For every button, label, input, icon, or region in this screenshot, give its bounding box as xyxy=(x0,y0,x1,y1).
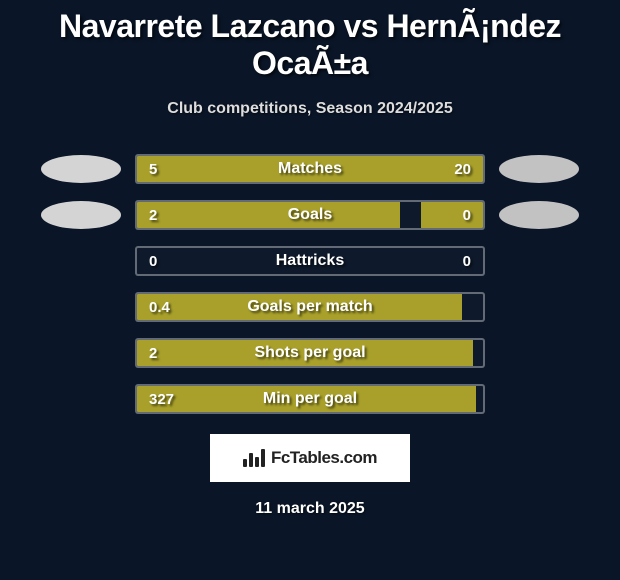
stat-row: 20Goals xyxy=(0,192,620,238)
stat-row: 327Min per goal xyxy=(0,376,620,422)
date-text: 11 march 2025 xyxy=(0,500,620,518)
stat-bar-fill-left xyxy=(137,156,206,182)
player-right-marker xyxy=(499,155,579,183)
stat-row: 2Shots per goal xyxy=(0,330,620,376)
stat-bar-track: 0 0Hattricks xyxy=(135,246,485,276)
brand-logo-icon xyxy=(243,449,265,467)
brand-text: FcTables.com xyxy=(271,448,377,468)
stat-value-left: 0 xyxy=(149,248,157,274)
page-title: Navarrete Lazcano vs HernÃ¡ndez OcaÃ±a xyxy=(0,0,620,82)
brand-box: FcTables.com xyxy=(210,434,410,482)
stat-bar-track: 20Goals xyxy=(135,200,485,230)
stat-bar-track: 520Matches xyxy=(135,154,485,184)
stat-label: Hattricks xyxy=(137,248,483,274)
stat-bar-fill-right xyxy=(206,156,483,182)
stat-bar-track: 327Min per goal xyxy=(135,384,485,414)
stat-row: 0.4Goals per match xyxy=(0,284,620,330)
stat-row: 520Matches xyxy=(0,146,620,192)
player-right-marker xyxy=(499,201,579,229)
stat-bar-fill-left xyxy=(137,340,473,366)
stat-bar-fill-left xyxy=(137,386,476,412)
stat-bar-fill-left xyxy=(137,294,462,320)
stat-bar-track: 2Shots per goal xyxy=(135,338,485,368)
stat-value-right: 0 xyxy=(463,248,471,274)
stat-row: 0 0Hattricks xyxy=(0,238,620,284)
player-left-marker xyxy=(41,201,121,229)
stats-container: 520Matches 20Goals 0 0Hattricks 0.4Goals per… xyxy=(0,146,620,422)
stat-bar-fill-left xyxy=(137,202,400,228)
stat-bar-track: 0.4Goals per match xyxy=(135,292,485,322)
player-left-marker xyxy=(41,155,121,183)
stat-bar-fill-right xyxy=(421,202,483,228)
subtitle: Club competitions, Season 2024/2025 xyxy=(0,100,620,118)
